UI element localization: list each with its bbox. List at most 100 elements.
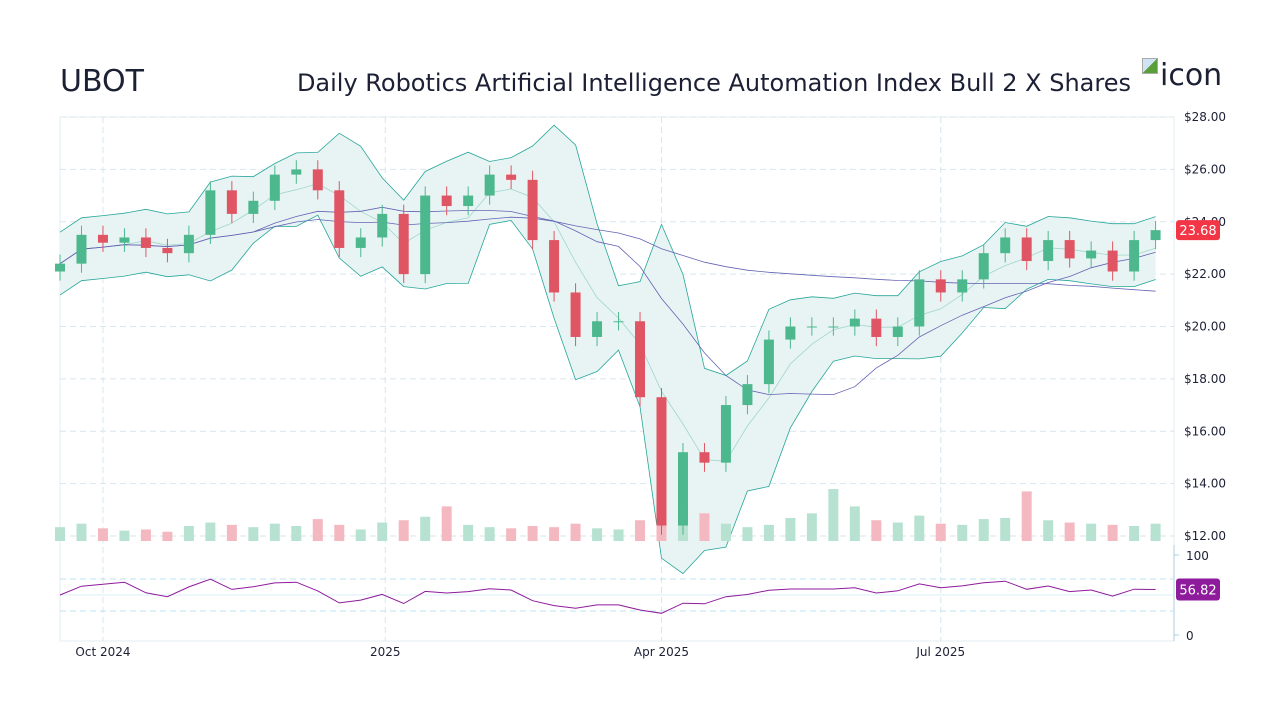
volume-bar [398,520,409,541]
broken-image-icon: icon [1142,58,1222,93]
candle-body [763,339,774,385]
bollinger-upper-line [59,124,1156,376]
candle-body [635,321,646,398]
price-tick-label: $28.00 [1184,110,1226,124]
volume-bar [506,528,517,541]
volume-bar [205,522,216,541]
candle-body [1064,240,1075,259]
volume-bar [871,520,882,541]
candle-body [570,292,581,337]
volume-bar [1064,522,1075,541]
volume-bar [699,513,710,541]
volume-bar [226,524,237,541]
candle-body [463,195,474,207]
time-tick-label: Jul 2025 [915,645,965,659]
volume-bar [334,524,345,541]
volume-bar [1129,526,1140,541]
candle-body [677,452,688,526]
volume-bar [1086,523,1097,541]
rsi-tick-label: 0 [1186,629,1194,643]
volume-bar [248,527,259,541]
candle-body [1150,230,1161,241]
rsi-line [59,578,1156,614]
time-tick-label: Apr 2025 [634,645,689,659]
candle-body [1000,237,1011,254]
volume-bar [720,523,731,541]
volume-bar [183,526,194,541]
volume-bar [269,523,280,541]
candle-body [119,237,130,243]
candle-body [699,452,710,463]
volume-bar [828,489,839,541]
volume-bar [549,527,560,541]
volume-bar [441,506,452,541]
volume-bar [613,529,624,541]
candle-body [914,279,925,327]
candle-body [527,179,538,241]
candle-body [849,318,860,327]
volume-bar [849,506,860,541]
candle-body [828,326,839,328]
candle-body [742,384,753,406]
candle-body [806,326,817,328]
candle-body [1043,240,1054,262]
candle-body [978,253,989,280]
volume-bar [162,531,173,541]
volume-bar [119,530,130,541]
rsi-tick-label: 100 [1186,549,1209,563]
volume-bar [806,513,817,541]
price-tick-label: $12.00 [1184,529,1226,543]
candle-body [420,195,431,275]
volume-bar [1107,524,1118,541]
candle-body [785,326,796,340]
volume-bar [420,516,431,541]
volume-bar [55,527,65,541]
candle-body [1086,250,1097,259]
volume-bar [1150,523,1161,541]
volume-bar [527,526,538,541]
volume-bar [635,520,646,541]
volume-bar [76,523,87,541]
candle-body [398,213,409,275]
candle-body [226,190,237,214]
candle-body [1107,250,1118,272]
candle-body [55,263,65,272]
rsi-value-badge [1176,578,1220,601]
price-tick-label: $16.00 [1184,424,1226,438]
volume-bar [1000,517,1011,541]
volume-bar [1021,491,1032,541]
volume-bar [377,522,388,541]
candle-body [205,190,216,235]
candle-body [140,237,151,248]
volume-bar [763,524,774,541]
fund-name: Daily Robotics Artificial Intelligence A… [296,69,1131,97]
bollinger-band-fill [60,125,1156,574]
volume-bar [355,529,366,541]
candle-body [355,237,366,248]
volume-bar [291,526,302,541]
candle-body [162,247,173,254]
candle-body [592,321,603,337]
candle-body [1129,240,1140,272]
time-tick-label: Oct 2024 [75,645,130,659]
ticker-symbol: UBOT [60,64,144,99]
volume-bar [463,524,474,541]
bollinger-middle-line [59,183,1156,462]
price-tick-label: $14.00 [1184,477,1226,491]
volume-bar [97,528,108,541]
candle-body [720,405,731,463]
last-price-badge [1176,220,1220,241]
candle-body [484,174,495,196]
volume-bar [1043,520,1054,541]
volume-bar [892,522,903,541]
candle-body [892,326,903,337]
candle-body [613,321,624,323]
candle-body [248,200,259,214]
candle-body [97,234,108,243]
volume-bar [957,524,968,541]
candle-body [183,234,194,254]
volume-bar [312,519,323,541]
candle-body [656,397,667,526]
volume-bar [742,527,753,541]
